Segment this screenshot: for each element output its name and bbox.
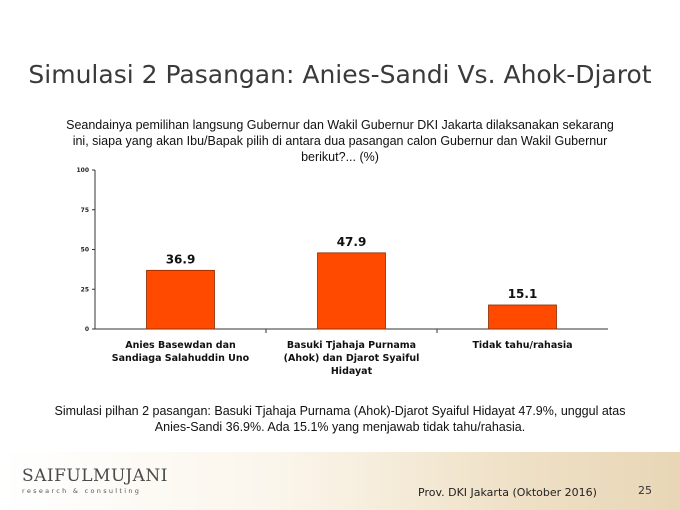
- slide-title: Simulasi 2 Pasangan: Anies-Sandi Vs. Aho…: [28, 60, 652, 89]
- company-logo: SAIFULMUJANI research & consulting: [22, 466, 168, 495]
- category-label: Anies Basewdan dan Sandiaga Salahuddin Un…: [112, 340, 250, 364]
- bar-value-label: 15.1: [508, 287, 538, 301]
- y-tick-label: 75: [81, 207, 89, 214]
- category-label-line: Tidak tahu/rahasia: [472, 340, 572, 351]
- bar: [317, 252, 386, 330]
- category-label: Basuki Tjahaja Purnama (Ahok) dan Djarot …: [284, 340, 420, 377]
- survey-question: Seandainya pemilihan langsung Gubernur d…: [66, 118, 614, 164]
- category-label-line: (Ahok) dan Djarot Syaiful: [284, 353, 420, 364]
- logo-name: SAIFULMUJANI: [22, 466, 169, 486]
- bar-value-label: 36.9: [166, 252, 196, 266]
- category-label-line: Basuki Tjahaja Purnama: [287, 340, 416, 351]
- page-number: 25: [638, 484, 652, 497]
- y-tick-label: 50: [81, 247, 89, 254]
- source-note: Prov. DKI Jakarta (Oktober 2016): [418, 486, 597, 499]
- bar-chart: 0 25 50 75 100 36.9 Anies Basewdan dan Sandiaga…: [76, 167, 608, 377]
- bar: [488, 304, 557, 330]
- summary-text: Simulasi pilhan 2 pasangan: Basuki Tjaha…: [54, 404, 626, 434]
- y-tick-label: 25: [81, 286, 89, 293]
- y-tick-label: 100: [76, 167, 89, 174]
- bar-value-label: 47.9: [337, 235, 367, 249]
- bar: [146, 269, 215, 330]
- y-tick-label: 0: [85, 326, 89, 333]
- category-label-line: Anies Basewdan dan: [125, 340, 236, 351]
- logo-tagline: research & consulting: [22, 487, 142, 495]
- footer-band: [0, 452, 680, 510]
- category-label-line: Hidayat: [331, 366, 373, 377]
- category-label-line: Sandiaga Salahuddin Uno: [112, 353, 250, 364]
- category-label: Tidak tahu/rahasia: [472, 340, 572, 351]
